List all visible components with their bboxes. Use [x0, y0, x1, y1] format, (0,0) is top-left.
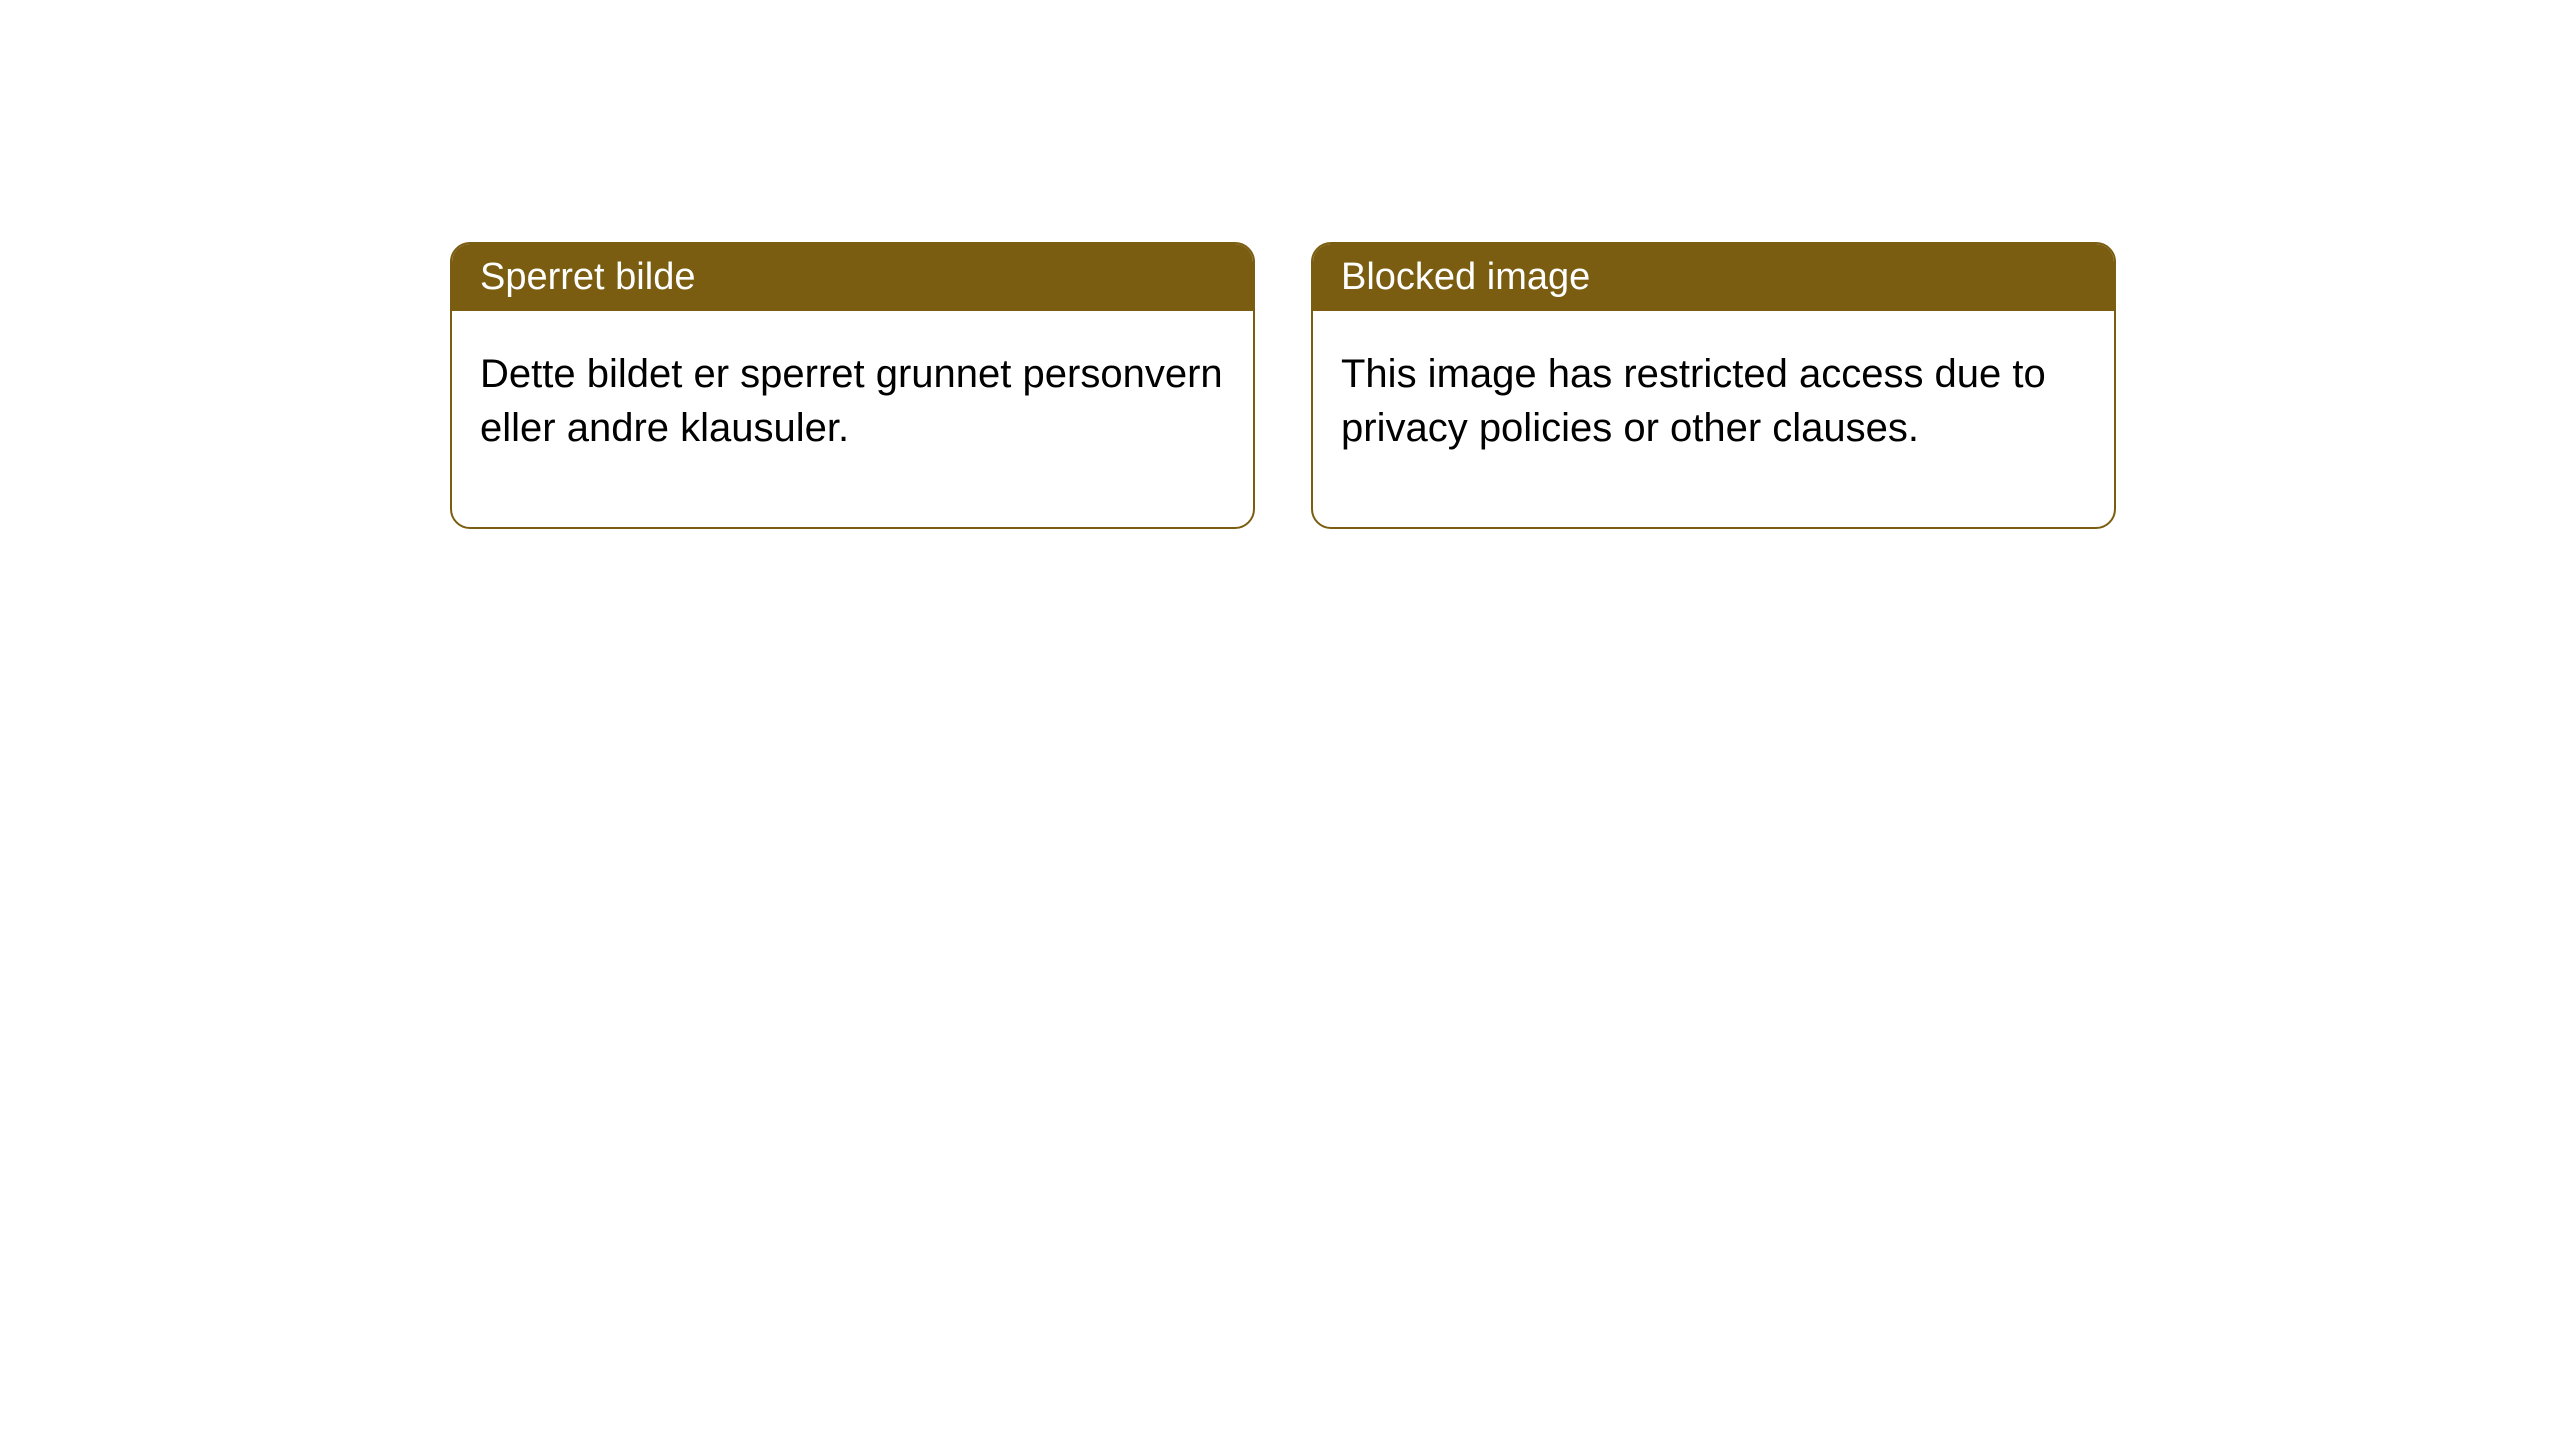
- card-message-en: This image has restricted access due to …: [1341, 352, 2046, 450]
- card-title-en: Blocked image: [1341, 256, 1590, 298]
- card-header-no: Sperret bilde: [452, 244, 1253, 311]
- card-message-no: Dette bildet er sperret grunnet personve…: [480, 352, 1223, 450]
- card-body-en: This image has restricted access due to …: [1313, 311, 2114, 527]
- cards-container: Sperret bilde Dette bildet er sperret gr…: [0, 0, 2560, 529]
- card-title-no: Sperret bilde: [480, 256, 695, 298]
- card-header-en: Blocked image: [1313, 244, 2114, 311]
- blocked-image-card-en: Blocked image This image has restricted …: [1311, 242, 2116, 529]
- blocked-image-card-no: Sperret bilde Dette bildet er sperret gr…: [450, 242, 1255, 529]
- card-body-no: Dette bildet er sperret grunnet personve…: [452, 311, 1253, 527]
